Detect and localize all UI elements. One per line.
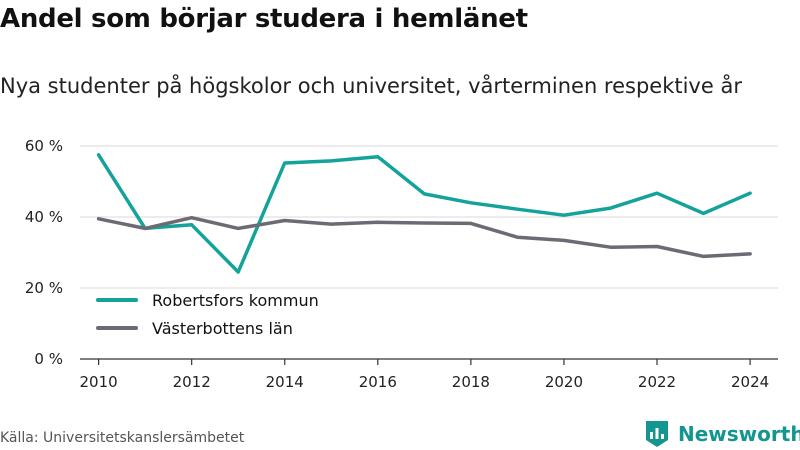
x-tick-label: 2016 — [359, 373, 397, 391]
series-lines — [96, 153, 752, 274]
y-tick-label: 60 % — [25, 137, 63, 155]
grid-lines — [80, 145, 778, 360]
legend-label: Robertsfors kommun — [152, 291, 319, 310]
chart-subtitle: Nya studenter på högskolor och universit… — [0, 74, 742, 98]
y-tick-label: 20 % — [25, 279, 63, 297]
newsworthy-logo-icon — [646, 421, 668, 447]
legend: Robertsfors kommun Västerbottens län — [96, 291, 319, 338]
source-note: Källa: Universitetskanslersämbetet — [0, 430, 245, 446]
x-tick-label: 2024 — [731, 373, 769, 391]
x-tick-label: 2010 — [80, 373, 118, 391]
line-chart: 0 % 20 % 40 % 60 % 2010 2012 2014 2016 2018 2020… — [25, 137, 778, 391]
legend-label: Västerbottens län — [152, 319, 293, 338]
series-line-2 — [96, 215, 752, 259]
x-tick-label: 2012 — [173, 373, 211, 391]
x-tick-label: 2020 — [545, 373, 583, 391]
y-axis: 0 % 20 % 40 % 60 % — [25, 137, 63, 368]
series-line-1 — [96, 153, 752, 274]
x-tick-label: 2022 — [638, 373, 676, 391]
y-tick-label: 0 % — [34, 350, 63, 368]
chart-title: Andel som börjar studera i hemlänet — [0, 4, 528, 34]
brand-name: Newsworthy — [678, 422, 800, 446]
x-tick-label: 2014 — [266, 373, 304, 391]
y-tick-label: 40 % — [25, 208, 63, 226]
x-axis: 2010 2012 2014 2016 2018 2020 2022 2024 — [80, 359, 769, 391]
brand-logo[interactable]: Newsworthy — [644, 420, 800, 448]
x-tick-label: 2018 — [452, 373, 490, 391]
